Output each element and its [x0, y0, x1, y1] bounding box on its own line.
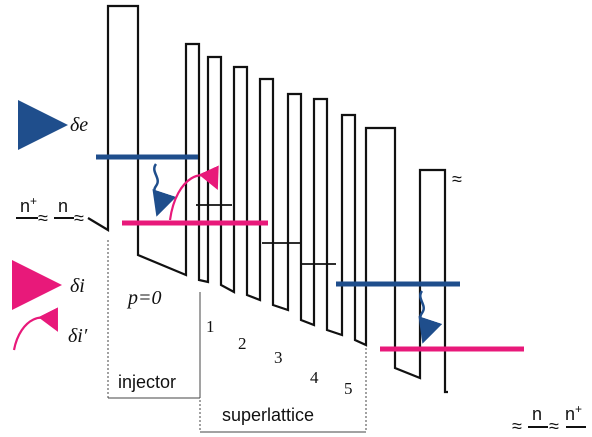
well-number-1: 1: [206, 317, 215, 336]
break-mark-top: ≈: [452, 169, 462, 189]
injector-label: injector: [118, 372, 176, 392]
legend-delta-i-prime-arrow: [12, 307, 58, 351]
left-contact-break: ≈: [38, 208, 48, 228]
conduction-band-profile: [87, 4, 448, 394]
legend-delta-i-prime-label: δi′: [68, 325, 88, 347]
well-number-5: 5: [344, 379, 353, 398]
superlattice-region-box: [199, 292, 367, 433]
left-contact-n-label: n: [58, 196, 68, 216]
well-number-2: 2: [238, 334, 247, 353]
superlattice-label: superlattice: [222, 405, 314, 425]
p-zero-label: p=0: [126, 287, 162, 309]
right-contact-break-2: ≈: [549, 416, 559, 436]
left-contact-nplus-label: n+: [20, 194, 37, 216]
right-contact-break: ≈: [512, 416, 522, 436]
legend-delta-i-label: δi: [70, 275, 85, 297]
legend-delta-e-label: δe: [70, 114, 88, 136]
relaxation-arrow-collector: [418, 290, 443, 344]
tunnel-arrow: [168, 165, 219, 221]
well-number-4: 4: [310, 368, 319, 387]
right-contact-n-label: n: [532, 404, 542, 424]
right-contact-nplus-label: n+: [565, 402, 582, 424]
left-contact-break-2: ≈: [74, 208, 84, 228]
well-number-3: 3: [274, 348, 283, 367]
relaxation-arrow-injector: [152, 163, 177, 217]
